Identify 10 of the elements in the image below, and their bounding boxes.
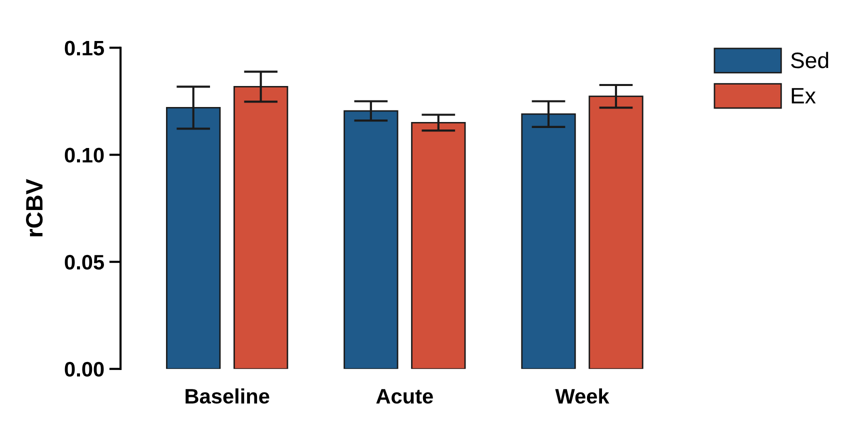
y-tick-label: 0.05 <box>64 254 104 270</box>
x-tick-label: Baseline <box>186 388 270 404</box>
y-tick-label: 0.10 <box>64 148 104 163</box>
y-tick-label: 0.00 <box>64 362 104 377</box>
x-tick-label: Acute <box>376 389 433 404</box>
y-axis-title: rCBV <box>26 178 43 236</box>
legend-label: Sed <box>791 52 828 68</box>
legend-label: Ex <box>792 88 816 104</box>
y-tick-label: 0.15 <box>64 40 104 56</box>
x-tick-label: Week <box>555 388 610 404</box>
